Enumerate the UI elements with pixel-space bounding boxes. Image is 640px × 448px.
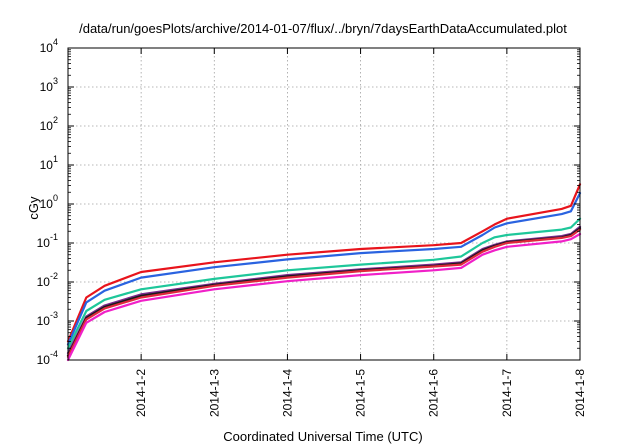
y-tick-label: 10-3 (37, 310, 58, 328)
x-tick-label: 2014-1-6 (427, 369, 441, 417)
x-tick-label: 2014-1-5 (354, 369, 368, 417)
y-axis-title: cGy (26, 196, 41, 220)
series-line-2 (66, 192, 582, 346)
x-tick-label: 2014-1-4 (280, 369, 294, 417)
y-tick-label: 10-1 (37, 232, 58, 250)
y-tick-label: 100 (40, 193, 58, 211)
x-axis-title: Coordinated Universal Time (UTC) (223, 429, 422, 444)
y-tick-labels: 10-4 10-3 10-2 10-1 100 101 102 103 104 (37, 37, 58, 367)
y-tick-label: 102 (40, 115, 58, 133)
x-tick-label: 2014-1-3 (207, 369, 221, 417)
y-tick-label: 104 (40, 37, 58, 55)
chart-title: /data/run/goesPlots/archive/2014-01-07/f… (79, 21, 567, 36)
y-tick-label: 103 (40, 76, 58, 94)
series-line-3 (66, 217, 582, 350)
series-group (66, 183, 582, 362)
x-tick-label: 2014-1-7 (500, 369, 514, 417)
x-tick-label: 2014-1-8 (573, 369, 587, 417)
y-tick-label: 10-2 (37, 271, 58, 289)
grid-lines (68, 48, 580, 360)
y-tick-label: 10-4 (37, 349, 58, 367)
series-line-7 (66, 232, 582, 362)
tick-marks (68, 47, 581, 361)
x-tick-label: 2014-1-2 (134, 369, 148, 417)
series-line-6 (66, 228, 582, 358)
y-tick-label: 101 (40, 154, 58, 172)
x-tick-labels: 2014-1-2 2014-1-3 2014-1-4 2014-1-5 2014-1-6… (134, 369, 587, 417)
series-line-1 (66, 183, 582, 343)
series-line-4 (66, 225, 582, 355)
